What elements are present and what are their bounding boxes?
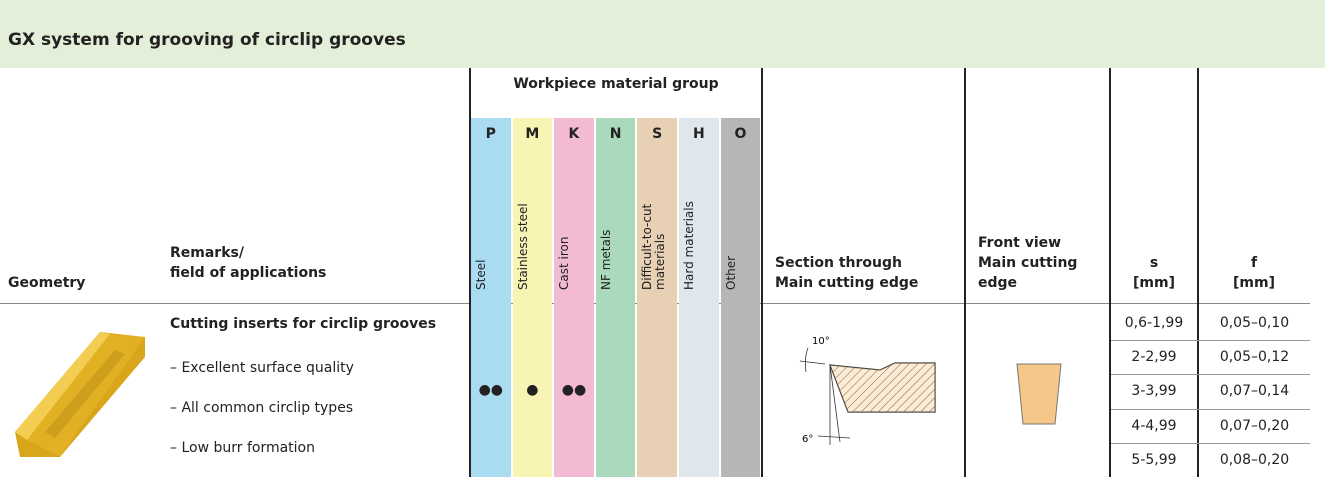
row-rule (1111, 374, 1310, 376)
rating: ● (526, 382, 539, 398)
size-s: 3-3,99 (1131, 383, 1177, 400)
size-f: 0,07–0,14 (1219, 383, 1290, 400)
material-column (637, 118, 677, 477)
rating: ●● (478, 382, 504, 398)
material-name: Hard materials (682, 201, 696, 290)
column-rule (1197, 68, 1199, 477)
section-diagram: 10° 6° (799, 336, 936, 445)
material-column (595, 118, 636, 477)
material-code: K (568, 126, 580, 142)
size-s: 5-5,99 (1131, 451, 1177, 468)
col-header: f [mm] (1233, 255, 1275, 291)
material-column (512, 118, 553, 477)
column-rule (469, 68, 471, 477)
material-column (720, 118, 761, 477)
remark: – Excellent surface quality (170, 360, 354, 376)
material-name: Stainless steel (515, 203, 530, 290)
size-f: 0,05–0,10 (1219, 315, 1290, 331)
row-rule (1111, 408, 1310, 410)
size-f: 0,08–0,20 (1219, 451, 1290, 468)
title-bar: GX system for grooving of circlip groove… (0, 0, 1325, 68)
material-code: H (692, 126, 705, 142)
column-rule (761, 68, 763, 477)
material-column (471, 118, 511, 477)
material-column (679, 118, 719, 477)
material-code: M (525, 126, 540, 142)
material-name: Cast iron (557, 236, 572, 290)
col-header: Remarks/ field of applications (170, 245, 327, 281)
size-f: 0,07–0,20 (1219, 417, 1290, 434)
row-rule (1111, 340, 1310, 342)
row-title: Cutting inserts for circlip grooves (170, 316, 437, 332)
remark: – Low burr formation (170, 440, 315, 456)
rating: ●● (561, 382, 587, 398)
col-header: s [mm] (1133, 255, 1175, 291)
material-code: S (652, 126, 663, 142)
col-header: Section through Main cutting edge (775, 255, 919, 291)
size-s: 0,6-1,99 (1124, 315, 1184, 331)
column-rule (964, 68, 966, 477)
size-s: 2-2,99 (1131, 349, 1177, 366)
size-s: 4-4,99 (1131, 417, 1177, 434)
col-header: Geometry (8, 275, 86, 291)
angle-label: 10° (812, 336, 830, 347)
col-header: Workpiece material group (513, 76, 719, 92)
material-code: N (609, 126, 622, 142)
material-name: Steel (474, 259, 488, 290)
remarks: – Excellent surface quality – All common… (170, 338, 354, 477)
col-header: Front view Main cutting edge (978, 235, 1078, 291)
column-rule (1109, 68, 1111, 477)
angle-label: 6° (802, 434, 813, 445)
remark: – All common circlip types (170, 400, 354, 416)
material-name: Other (723, 255, 738, 290)
insert-image (15, 332, 145, 457)
title: GX system for grooving of circlip groove… (8, 30, 406, 50)
material-code: O (734, 126, 747, 142)
front-view (1016, 363, 1062, 425)
material-name: Difficult-to-cut materials (640, 203, 668, 290)
material-name: NF metals (598, 229, 613, 290)
material-code: P (485, 126, 496, 142)
row-rule (1111, 442, 1310, 444)
size-f: 0,05–0,12 (1219, 349, 1290, 366)
material-column (554, 118, 594, 477)
